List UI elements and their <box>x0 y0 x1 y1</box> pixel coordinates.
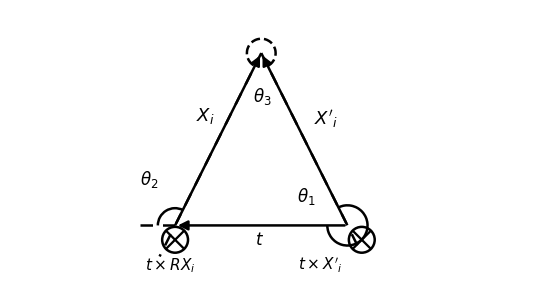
Text: $\theta_2$: $\theta_2$ <box>140 169 159 190</box>
Text: $t$: $t$ <box>255 231 264 249</box>
Text: $t \times RX_i$: $t \times RX_i$ <box>145 256 196 275</box>
Text: $\theta_1$: $\theta_1$ <box>296 186 315 207</box>
Text: $\theta_3$: $\theta_3$ <box>253 86 272 107</box>
Text: $\boldsymbol{X'_i}$: $\boldsymbol{X'_i}$ <box>314 108 338 130</box>
Text: $t \times X'_i$: $t \times X'_i$ <box>298 256 342 275</box>
Text: $\boldsymbol{X_i}$: $\boldsymbol{X_i}$ <box>196 106 215 126</box>
